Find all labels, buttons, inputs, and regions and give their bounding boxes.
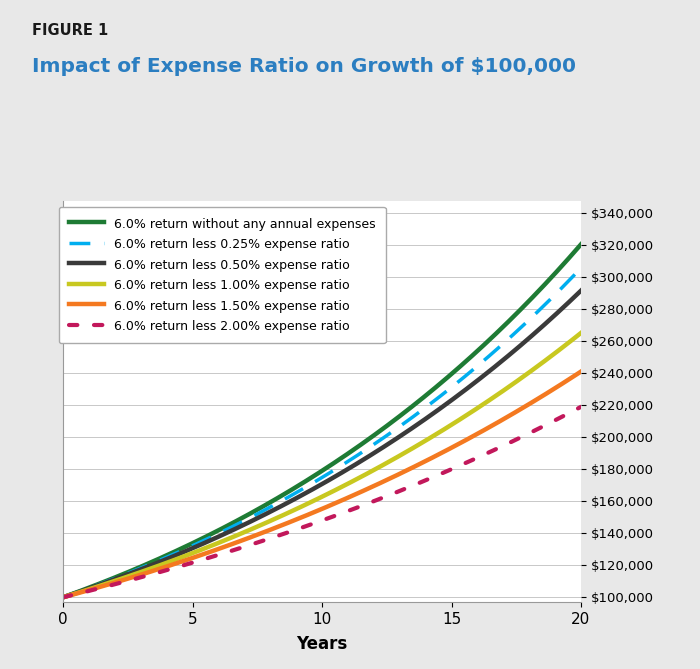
Legend: 6.0% return without any annual expenses, 6.0% return less 0.25% expense ratio, 6: 6.0% return without any annual expenses,… xyxy=(59,207,386,343)
Text: Impact of Expense Ratio on Growth of $100,000: Impact of Expense Ratio on Growth of $10… xyxy=(32,57,575,76)
Text: FIGURE 1: FIGURE 1 xyxy=(32,23,108,38)
X-axis label: Years: Years xyxy=(296,635,348,653)
